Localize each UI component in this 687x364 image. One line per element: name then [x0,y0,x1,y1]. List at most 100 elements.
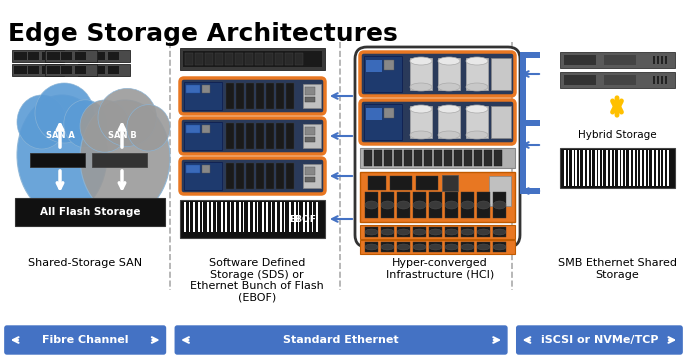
Bar [625,150,626,186]
Bar [491,58,511,90]
Bar [416,176,438,190]
Bar [256,83,264,109]
Bar [205,53,213,65]
Bar [266,163,274,189]
Bar [14,66,27,74]
Ellipse shape [80,100,170,216]
Bar [186,125,200,133]
Text: Hybrid Storage: Hybrid Storage [578,130,656,140]
FancyBboxPatch shape [175,326,507,354]
Bar [225,53,233,65]
Text: All Flash Storage: All Flash Storage [40,207,140,217]
Bar [80,52,93,60]
Bar [461,192,474,218]
Ellipse shape [461,229,474,235]
Bar [520,52,526,194]
Bar [184,162,222,190]
Bar [637,150,638,186]
Bar [461,227,474,237]
Bar [493,242,506,252]
Bar [303,84,321,108]
Ellipse shape [410,83,432,91]
Bar [381,192,394,218]
Bar [364,150,372,166]
Ellipse shape [477,244,490,250]
Bar [397,192,410,218]
Bar [444,150,452,166]
Bar [613,150,615,186]
Bar [464,150,472,166]
Bar [221,202,223,232]
Bar [587,150,589,186]
Bar [560,52,675,68]
Bar [42,66,54,74]
Bar [424,150,432,166]
Bar [648,150,649,186]
Bar [276,83,284,109]
Bar [305,127,315,135]
Bar [667,150,669,186]
FancyBboxPatch shape [360,100,515,144]
Bar [303,202,305,232]
Text: Edge Storage Architectures: Edge Storage Architectures [8,22,398,46]
Bar [594,150,596,186]
Bar [661,56,663,64]
Bar [61,52,72,60]
Bar [280,202,282,232]
Bar [493,227,506,237]
Bar [610,150,612,186]
FancyBboxPatch shape [360,52,515,96]
Bar [256,163,264,189]
Bar [180,200,325,238]
Bar [28,66,39,74]
Bar [665,56,667,64]
Bar [520,120,540,126]
Bar [591,150,592,186]
Bar [108,66,120,74]
Bar [394,150,402,166]
Bar [42,52,54,60]
Bar [47,66,60,74]
Bar [186,85,200,93]
Bar [305,137,315,142]
Bar [364,104,402,140]
Bar [360,240,515,254]
Ellipse shape [397,229,410,235]
Bar [266,123,274,149]
Bar [606,150,608,186]
Bar [286,83,294,109]
Bar [583,150,585,186]
Bar [293,202,295,232]
Bar [560,72,675,88]
Bar [445,192,458,218]
Ellipse shape [438,83,460,91]
Bar [28,52,39,60]
Bar [234,202,236,232]
Bar [253,202,254,232]
Bar [466,106,488,138]
Ellipse shape [365,244,378,250]
Ellipse shape [127,104,170,151]
Bar [657,76,659,84]
Bar [92,153,147,167]
Bar [618,150,620,186]
Text: EBOF: EBOF [289,214,317,223]
Bar [397,227,410,237]
Bar [256,123,264,149]
Bar [454,150,462,166]
Bar [202,125,210,133]
Ellipse shape [429,229,442,235]
Bar [184,122,222,150]
Bar [665,76,667,84]
Bar [494,150,502,166]
Bar [568,150,569,186]
Bar [236,163,244,189]
Bar [14,52,27,60]
Text: SAN B: SAN B [108,131,137,139]
Bar [78,50,130,62]
Bar [30,153,85,167]
Ellipse shape [445,244,458,250]
Bar [248,202,250,232]
Bar [564,75,596,85]
Bar [216,202,217,232]
